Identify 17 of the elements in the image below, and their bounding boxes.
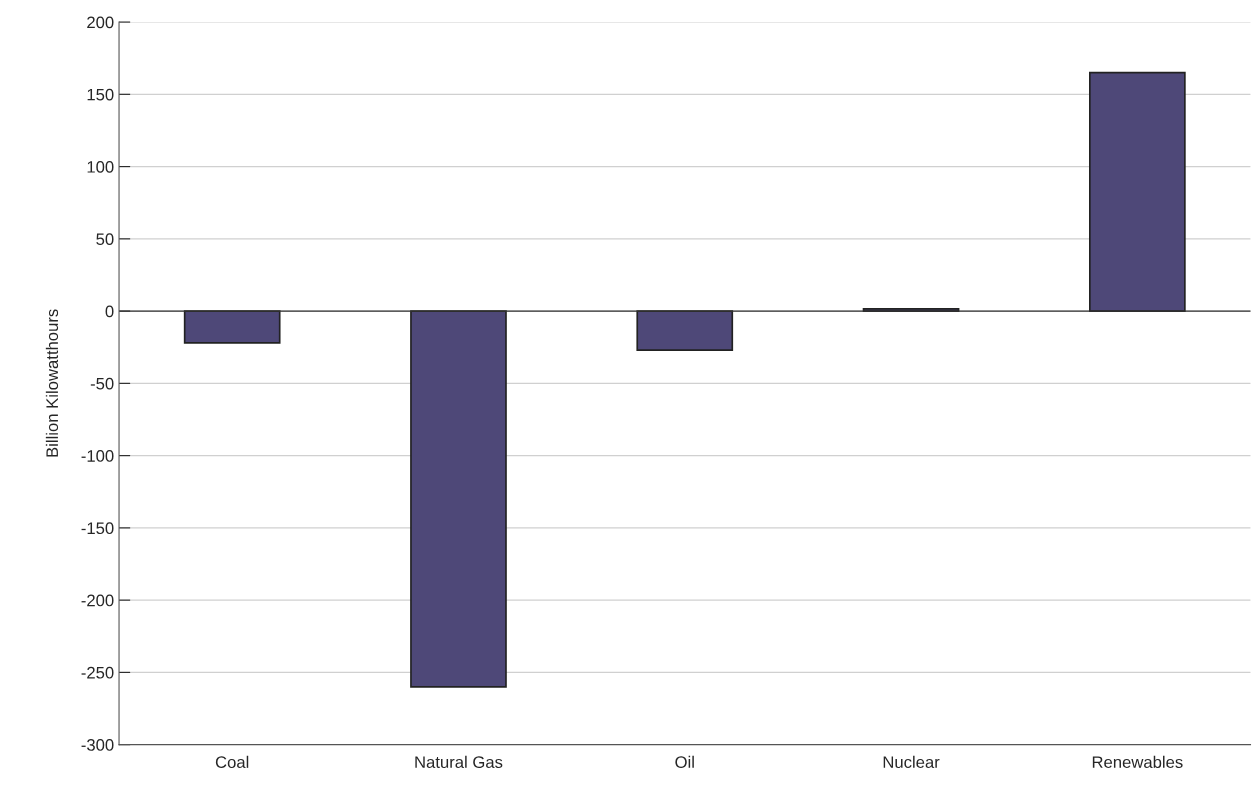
- y-tick-label: -300: [81, 739, 114, 751]
- y-tick-label: 150: [87, 88, 114, 101]
- y-tick-label: -250: [81, 666, 114, 679]
- y-tick-label: 100: [87, 160, 114, 173]
- x-tick-label: Natural Gas: [415, 755, 503, 769]
- y-axis-title: Billion Kilowatthours: [45, 309, 59, 457]
- y-tick-label: -50: [90, 377, 114, 390]
- y-tick-label: -200: [81, 594, 114, 607]
- y-tick-label: -150: [81, 522, 114, 535]
- y-tick-label: 50: [96, 233, 114, 246]
- y-tick-label: 0: [105, 305, 114, 318]
- x-tick-label: Oil: [675, 755, 694, 769]
- x-tick-label: Renewables: [1092, 755, 1183, 769]
- y-tick-label: -100: [81, 450, 114, 462]
- y-tick-label: 200: [87, 16, 114, 29]
- x-tick-label: Coal: [215, 755, 249, 769]
- x-tick-label: Nuclear: [883, 755, 940, 769]
